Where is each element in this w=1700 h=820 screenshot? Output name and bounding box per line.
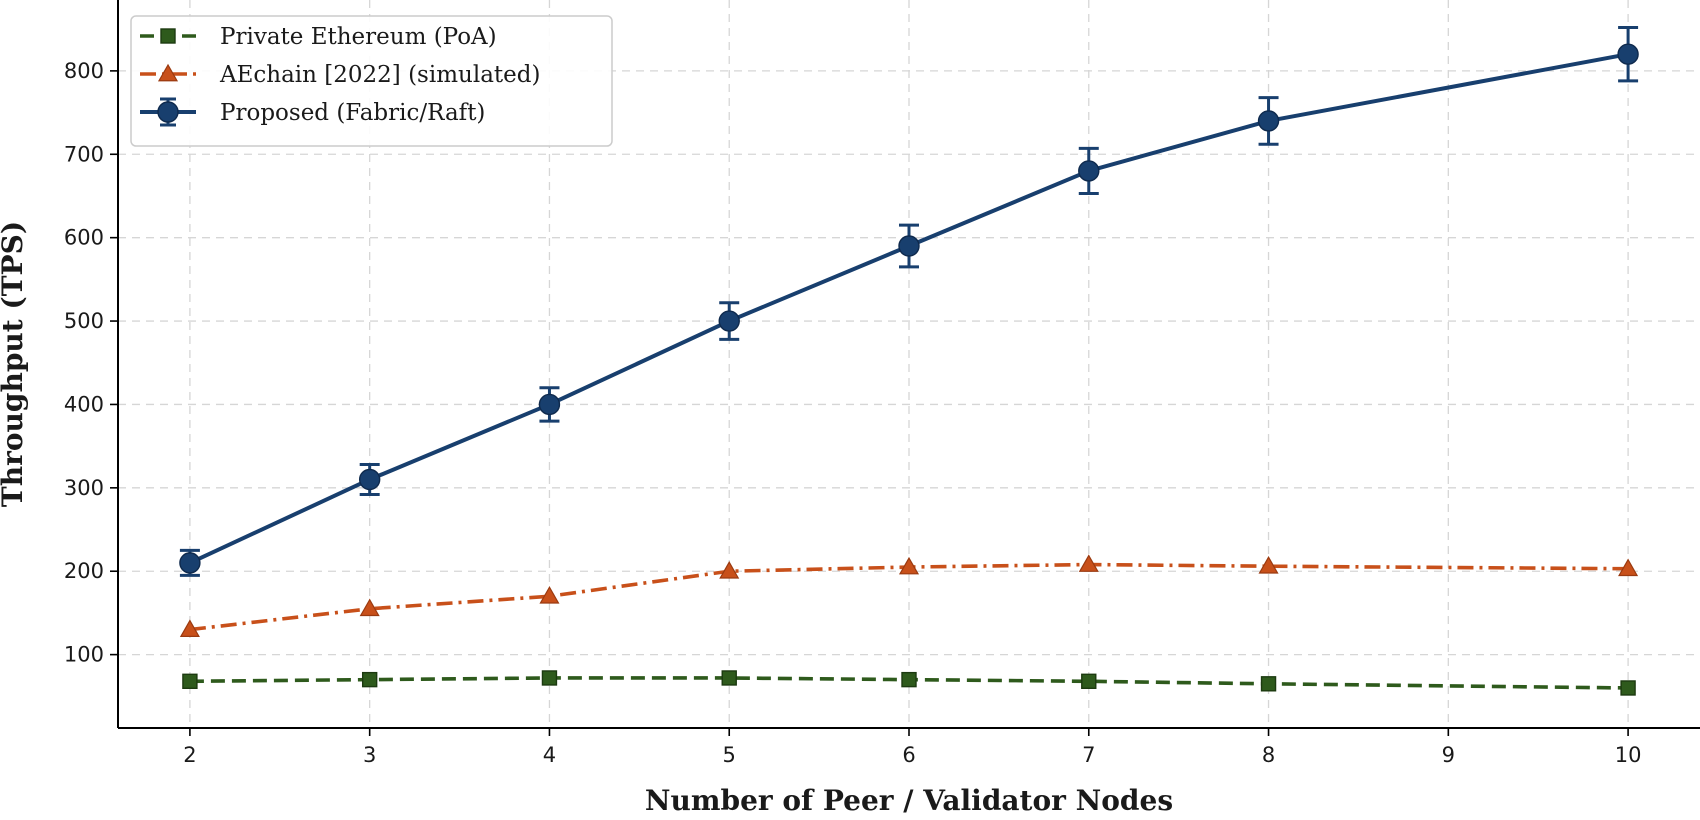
data-point [901,671,917,688]
series-1 [182,670,1636,696]
data-point [358,468,381,491]
legend-label: AEchain [2022] (simulated) [219,62,540,88]
data-point [1620,680,1636,696]
series [179,26,1639,696]
x-tick-label: 4 [543,743,556,767]
data-point [1078,554,1099,572]
data-point [1260,676,1277,692]
data-point [1081,673,1097,690]
x-tick-label: 9 [1442,743,1455,767]
x-tick-label: 3 [363,743,376,767]
grid [118,0,1700,728]
x-tick-label: 8 [1262,743,1275,767]
legend-label: Proposed (Fabric/Raft) [220,100,485,126]
data-point [898,556,920,575]
legend-item: Private Ethereum (PoA) [140,24,497,50]
data-point [361,671,378,688]
y-tick-label: 300 [64,476,104,500]
x-tick-label: 7 [1082,743,1095,767]
y-tick-label: 700 [64,142,104,166]
data-point [359,598,380,617]
x-axis-title: Number of Peer / Validator Nodes [645,784,1173,815]
data-point [182,673,198,690]
data-point [898,235,920,257]
data-point [1258,556,1279,574]
legend-marker [157,63,179,82]
legend-item: AEchain [2022] (simulated) [140,62,540,88]
x-tick-label: 6 [902,743,915,767]
series-2 [179,554,1639,637]
x-ticks: 2 3 4 5 6 7 8 9 10 [183,728,1641,767]
legend-marker [157,101,179,123]
y-tick-label: 200 [64,559,104,583]
x-tick-label: 2 [183,743,196,767]
data-point [1078,160,1100,182]
legend-marker [160,28,176,44]
data-point [179,619,200,637]
y-ticks: 100 200 300 400 500 600 700 800 [64,59,118,667]
data-point [179,552,201,574]
data-point [538,393,561,416]
y-axis-title: Throughput (TPS) [0,221,29,507]
data-point [1257,110,1280,132]
legend-item: Proposed (Fabric/Raft) [140,97,485,127]
y-tick-label: 600 [64,226,104,250]
series-line [189,52,1629,565]
data-point [539,586,560,604]
data-point [1618,558,1639,577]
data-point [721,670,737,686]
y-tick-label: 500 [64,309,104,333]
legend-frame [130,15,613,147]
legend: Private Ethereum (PoA) AEchain [2022] (si… [130,15,613,147]
y-tick-label: 400 [64,392,104,416]
legend-items: Private Ethereum (PoA) AEchain [2022] (si… [140,24,540,127]
x-tick-label: 5 [723,743,736,767]
data-point [541,670,558,686]
series-line [189,562,1629,632]
data-point [1617,43,1639,65]
series-3 [179,26,1639,577]
data-point [719,561,740,579]
legend-label: Private Ethereum (PoA) [220,24,497,50]
y-tick-label: 800 [64,59,104,83]
data-point [718,310,740,332]
x-tick-label: 10 [1615,743,1642,767]
y-tick-label: 100 [64,643,104,667]
